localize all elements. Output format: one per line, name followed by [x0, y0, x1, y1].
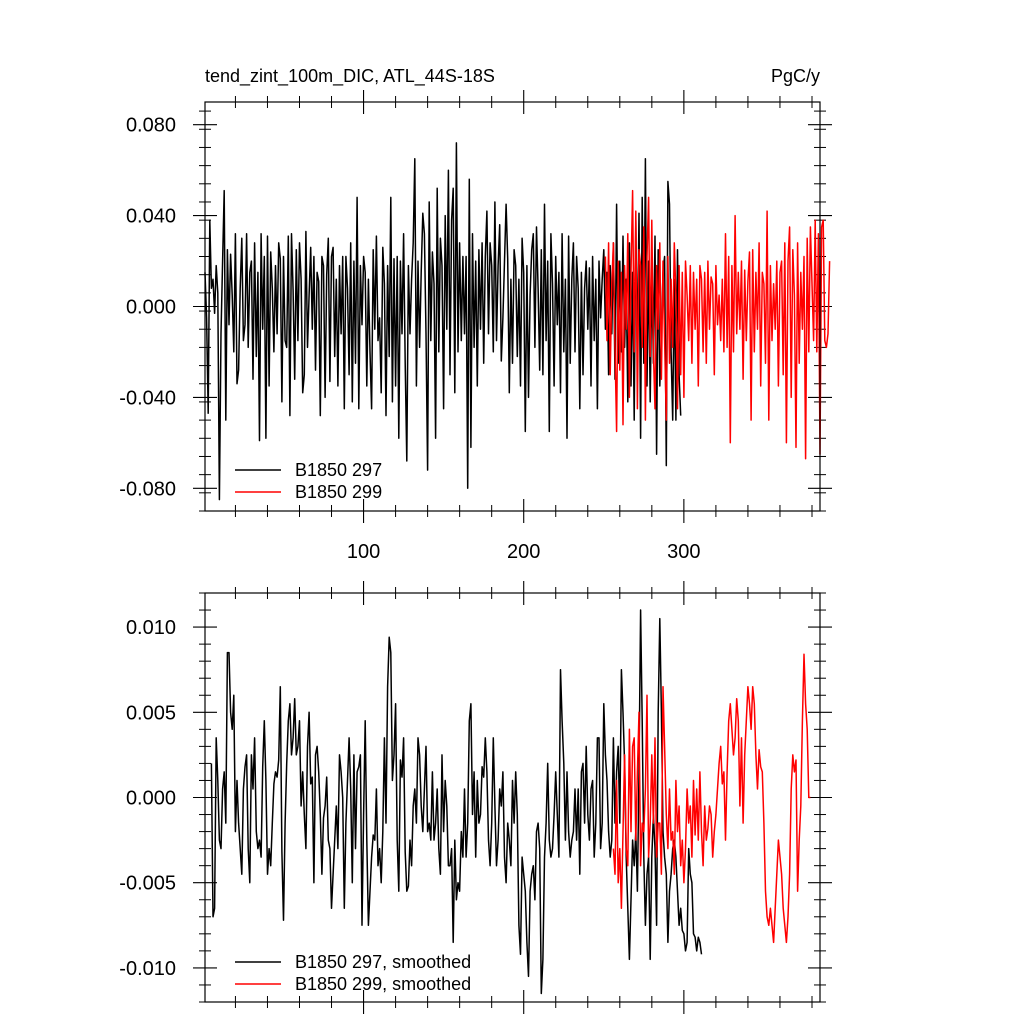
y-tick-label: -0.005 [119, 873, 176, 895]
top-axis-tick-labels: 100 200 300 -0.080 -0.040 0.000 0.040 0.080 [119, 115, 700, 563]
series-line-1 [210, 609, 703, 995]
bottom-plot-frame [204, 592, 821, 1003]
legend-label: B1850 299 [295, 482, 382, 502]
top-plot-frame [204, 101, 821, 512]
units-label: PgC/y [771, 66, 820, 86]
y-tick-label: 0.010 [126, 617, 176, 639]
top-panel: tend_zint_100m_DIC, ATL_44S-18S PgC/y 10… [119, 66, 832, 563]
x-tick-label: 100 [347, 541, 380, 563]
y-tick-label: 0.000 [126, 297, 176, 319]
panel-title: tend_zint_100m_DIC, ATL_44S-18S [205, 66, 495, 87]
legend-label: B1850 299, smoothed [295, 974, 471, 994]
y-tick-label: -0.010 [119, 958, 176, 980]
bottom-series [210, 609, 811, 995]
y-tick-label: -0.040 [119, 387, 176, 409]
series-line-2 [612, 653, 811, 944]
bottom-axis-tick-labels: -0.010 -0.005 0.000 0.005 0.010 [119, 617, 176, 980]
y-tick-label: -0.080 [119, 478, 176, 500]
top-series [204, 142, 831, 501]
legend-label: B1850 297, smoothed [295, 952, 471, 972]
y-tick-label: 0.000 [126, 788, 176, 810]
legend-label: B1850 297 [295, 460, 382, 480]
series-line-2 [604, 189, 831, 460]
bottom-panel: -0.010 -0.005 0.000 0.005 0.010 B1850 297, s… [119, 581, 832, 1014]
y-tick-label: 0.040 [126, 206, 176, 228]
x-tick-label: 300 [667, 541, 700, 563]
y-tick-label: 0.005 [126, 702, 176, 724]
x-tick-label: 200 [507, 541, 540, 563]
y-tick-label: 0.080 [126, 115, 176, 137]
series-line-1 [204, 142, 682, 501]
